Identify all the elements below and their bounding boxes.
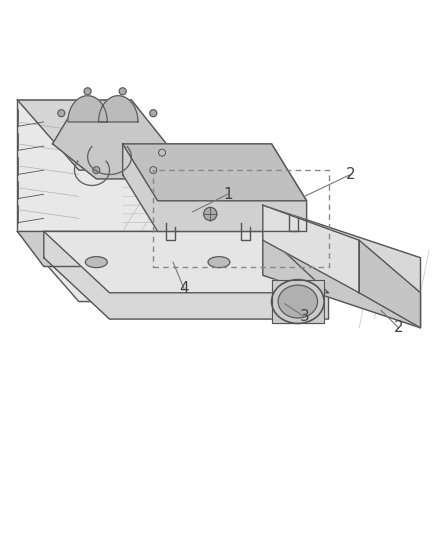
Polygon shape: [99, 96, 138, 122]
Polygon shape: [263, 205, 420, 293]
Ellipse shape: [272, 280, 324, 324]
Text: 4: 4: [179, 281, 189, 296]
Polygon shape: [123, 144, 307, 231]
Ellipse shape: [85, 257, 107, 268]
Circle shape: [58, 110, 65, 117]
Circle shape: [204, 207, 217, 221]
Polygon shape: [359, 240, 420, 328]
Polygon shape: [44, 231, 328, 319]
Polygon shape: [68, 96, 107, 122]
Polygon shape: [18, 231, 105, 266]
Polygon shape: [263, 205, 359, 293]
Circle shape: [84, 88, 91, 95]
Text: 3: 3: [300, 309, 309, 325]
Polygon shape: [18, 100, 184, 170]
Polygon shape: [263, 240, 420, 328]
Text: 2: 2: [346, 167, 355, 182]
Circle shape: [150, 167, 157, 174]
Text: 1: 1: [223, 187, 233, 201]
Polygon shape: [18, 100, 184, 302]
Circle shape: [93, 167, 100, 174]
Text: 2: 2: [394, 320, 403, 335]
Circle shape: [159, 149, 166, 156]
Circle shape: [119, 88, 126, 95]
Polygon shape: [123, 144, 307, 201]
Polygon shape: [44, 231, 328, 293]
Ellipse shape: [278, 285, 318, 318]
Polygon shape: [53, 100, 166, 179]
Ellipse shape: [208, 257, 230, 268]
Circle shape: [150, 110, 157, 117]
Polygon shape: [272, 280, 324, 324]
